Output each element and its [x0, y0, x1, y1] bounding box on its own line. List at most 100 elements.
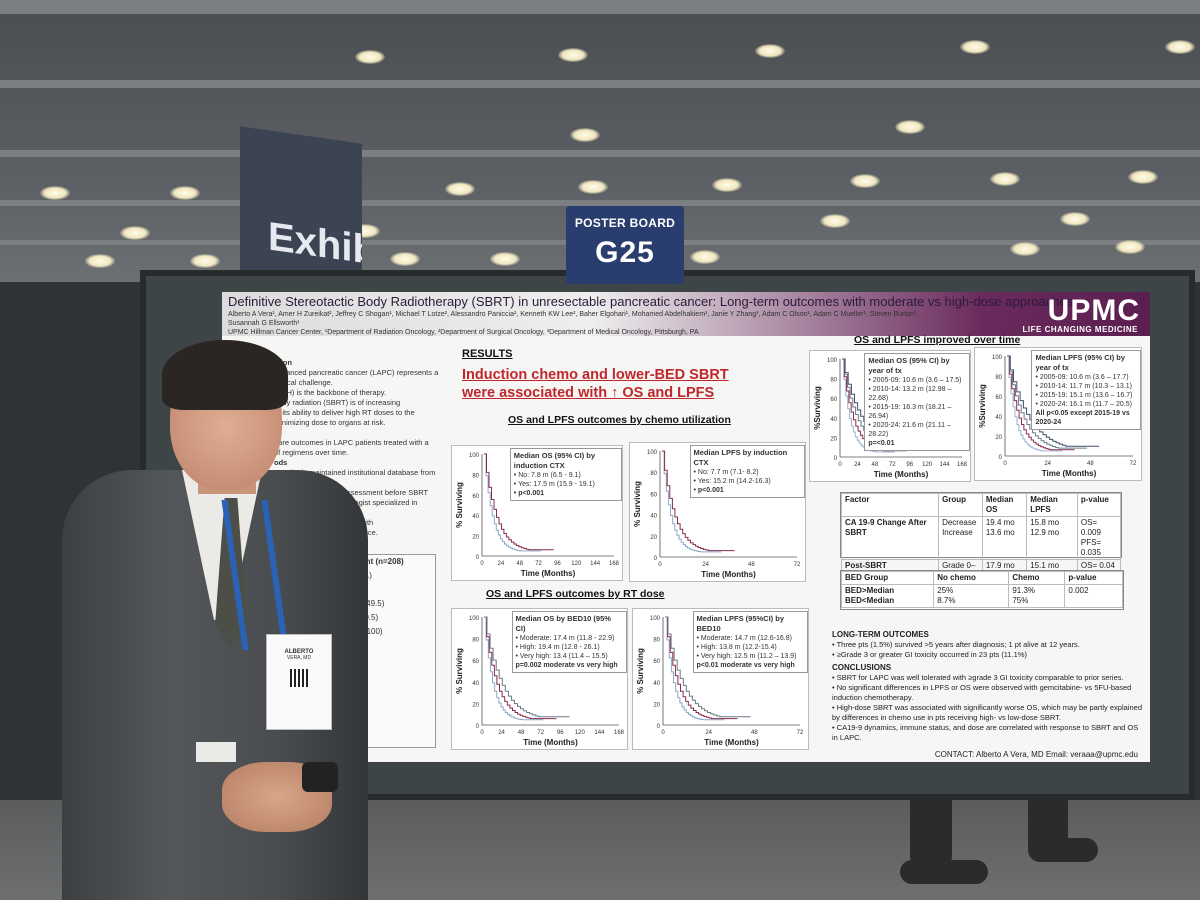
legend-entry: • High: 13.8 m (12.2-15.4)	[696, 644, 777, 651]
lpfs-by-year-plot: 100 80 60 40 20 0 0 24 48 72 Time (Months) %Survivi…	[974, 347, 1142, 481]
ceiling-truss	[0, 150, 1200, 157]
legend-entry: p=<0.01	[868, 440, 895, 447]
legend-entry: • 2015-19: 15.1 m (13.6 – 16.7)	[1035, 392, 1133, 399]
x-tick-label: 96	[906, 462, 913, 468]
x-tick-label: 0	[658, 562, 662, 568]
intro-line: of regimens over time.	[274, 448, 349, 457]
survival-curve	[484, 453, 554, 551]
x-tick-label: 72	[889, 462, 896, 468]
ceiling-light	[170, 186, 200, 200]
y-tick-label: 0	[657, 724, 661, 730]
y-tick-label: 20	[472, 702, 479, 708]
plot-axes	[1004, 356, 1133, 457]
legend-title: Median LPFS (95% CI) by year of tx	[1035, 353, 1126, 372]
legend-entry: All p<0.05 except 2015-19 vs 2020-24	[1035, 410, 1130, 426]
y-tick-label: 0	[476, 724, 480, 730]
table-row: BED>Median BED<Median 25% 8.7% 91.3% 75% 0.…	[840, 584, 1123, 608]
x-axis-label: Time (Months)	[874, 470, 929, 479]
legend-title: Median LPFS by induction CTX	[693, 448, 788, 467]
upmc-logo: UPMC	[1047, 294, 1140, 327]
x-tick-label: 168	[609, 561, 620, 567]
authors-text: Alberto A Vera¹, Amer H Zureikat², Jeffr…	[228, 311, 919, 327]
x-tick-label: 168	[957, 462, 968, 468]
survival-curve	[484, 616, 557, 720]
demographics-row: Treatment (n=208)	[335, 557, 404, 566]
y-tick-label: 40	[472, 681, 479, 687]
y-tick-label: 80	[650, 471, 657, 477]
ceiling-light	[1115, 240, 1145, 254]
exhibit-banner: Exhibi	[240, 126, 362, 289]
y-tick-label: 0	[999, 455, 1003, 461]
ceiling-light	[755, 44, 785, 58]
ceiling-light	[1060, 212, 1090, 226]
survival-curve	[665, 616, 725, 721]
x-tick-label: 48	[516, 561, 523, 567]
legend-entry: • No: 7.7 m (7.1- 8.2)	[693, 469, 759, 476]
x-axis-label: Time (Months)	[523, 738, 578, 747]
ceiling-light	[820, 214, 850, 228]
x-tick-label: 48	[748, 562, 755, 568]
x-tick-label: 144	[940, 462, 951, 468]
bullet-item: • Three pts (1.5%) survived >5 years aft…	[832, 640, 1080, 649]
time-section-heading: OS and LPFS improved over time	[854, 334, 1021, 346]
table-header-row: Factor Group Median OS Median LPFS p-value	[840, 493, 1122, 517]
intro-line: advanced pancreatic cancer (LAPC) repres…	[274, 368, 439, 377]
table-cell: 91.3% 75%	[1008, 584, 1066, 608]
intro-line: spectively maintained institutional data…	[274, 468, 436, 477]
survival-curve	[1007, 355, 1075, 451]
badge-name: ALBERTO	[284, 649, 314, 655]
x-tick-label: 24	[1044, 461, 1051, 467]
affiliation-text: UPMC Hillman Cancer Center, ¹Department …	[228, 329, 699, 336]
x-tick-label: 72	[1130, 461, 1137, 467]
y-axis-label: % Surviving	[633, 481, 642, 527]
conference-badge: ALBERTO VERA, MD	[266, 634, 332, 730]
data-table: BED Group No chemo Chemo p-value BED>Median …	[840, 571, 1123, 608]
x-tick-label: 48	[751, 730, 758, 736]
y-tick-label: 60	[995, 395, 1002, 401]
plot-legend: Median LPFS (95%CI) by BED10 • Moderate: …	[692, 611, 808, 673]
headline-line-1: Induction chemo and lower-BED SBRT	[462, 367, 729, 383]
x-tick-label: 48	[518, 730, 525, 736]
legend-entry: • 2020-24: 21.6 m (21.11 – 28.22)	[868, 422, 951, 438]
presenter-hair	[162, 340, 288, 410]
intro-line	[274, 428, 444, 438]
y-tick-label: 0	[834, 456, 838, 462]
y-tick-label: 40	[995, 415, 1002, 421]
survival-curve	[1007, 355, 1063, 452]
poster-header: Definitive Stereotactic Body Radiotherap…	[222, 292, 1150, 336]
ceiling-truss	[0, 200, 1200, 206]
x-tick-label: 144	[594, 730, 605, 736]
legend-entry: • Very high: 12.5 m (11.2 – 13.9)	[696, 653, 797, 660]
table-row: CA 19-9 Change After SBRT Decrease Increa…	[840, 516, 1122, 560]
ceiling-truss	[0, 80, 1200, 88]
y-tick-label: 80	[472, 473, 479, 479]
legend-entry: • 2015-19: 16.3 m (18.21 – 26.94)	[868, 404, 952, 420]
ceiling-light	[355, 50, 385, 64]
y-tick-label: 20	[653, 702, 660, 708]
wristwatch	[302, 762, 338, 792]
ceiling-light	[895, 120, 925, 134]
y-tick-label: 40	[653, 681, 660, 687]
legend-entry: • Moderate: 14.7 m (12.6-16.8)	[696, 635, 792, 642]
survival-curve	[484, 616, 570, 718]
bed-chemo-table: BED Group No chemo Chemo p-value BED>Median …	[840, 570, 1124, 610]
table-cell: BED>Median BED<Median	[840, 584, 935, 608]
y-tick-label: 80	[995, 375, 1002, 381]
plot-axes	[481, 617, 619, 726]
x-tick-label: 0	[480, 730, 484, 736]
ceiling-light	[712, 178, 742, 192]
x-tick-label: 48	[1087, 461, 1094, 467]
table-cell: 19.4 mo 13.6 mo	[981, 516, 1028, 560]
x-tick-label: 72	[794, 562, 801, 568]
intro-line: s underwent multi-D assessment before SB…	[274, 488, 429, 497]
y-tick-label: 40	[472, 514, 479, 520]
legend-title: Median LPFS (95%CI) by BED10	[696, 614, 785, 633]
plot-legend: Median OS (95% CI) by induction CTX • No:…	[509, 448, 622, 501]
table-header-cell: Median OS	[981, 493, 1028, 517]
table-header-cell: BED Group	[840, 571, 935, 585]
km-plot-svg: 100 80 60 40 20 00 24 48 72 Time (Months) % Surviv…	[633, 450, 801, 579]
table-cell: 25% 8.7%	[933, 584, 1010, 608]
y-tick-label: 0	[654, 556, 658, 562]
badge-qr-code	[290, 669, 308, 687]
longterm-heading: LONG-TERM OUTCOMES	[832, 630, 929, 639]
